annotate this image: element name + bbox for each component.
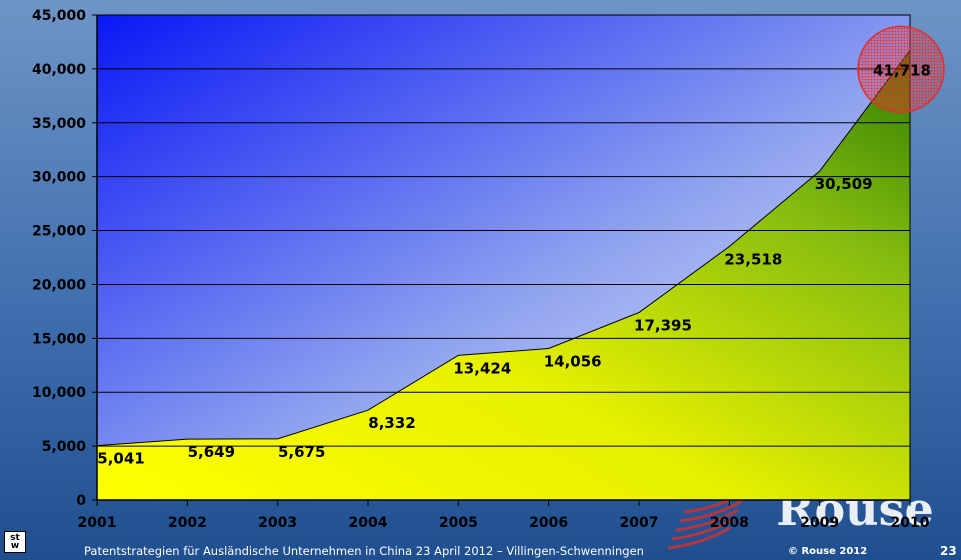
y-tick-label: 30,000 (32, 170, 86, 186)
badge-bottom-text: w (10, 541, 20, 551)
data-label: 5,675 (278, 443, 325, 461)
series-line (96, 50, 911, 447)
data-label: 5,649 (188, 443, 235, 461)
stw-logo-badge: st w (4, 531, 26, 553)
area-fill (97, 50, 910, 500)
x-tick-label: 2003 (258, 515, 297, 531)
logo-swoosh-stroke (671, 517, 735, 541)
data-label: 30,509 (815, 175, 873, 193)
y-tick-label: 35,000 (32, 116, 86, 132)
data-label: 23,518 (724, 251, 782, 269)
x-tick-label: 2010 (891, 515, 930, 531)
highlight-data-label: 41,718 (873, 61, 931, 79)
y-tick-label: 10,000 (32, 385, 86, 401)
logo-swoosh-stroke (679, 499, 743, 523)
data-label: 8,332 (368, 414, 415, 432)
badge-top-text: st (10, 533, 20, 543)
data-label: 13,424 (453, 359, 511, 377)
data-label: 5,041 (97, 450, 144, 468)
footer-copyright: © Rouse 2012 (788, 546, 868, 557)
footer-page-number: 23 (940, 544, 957, 558)
y-tick-label: 40,000 (32, 62, 86, 78)
y-tick-label: 15,000 (32, 331, 86, 347)
x-tick-label: 2006 (529, 515, 568, 531)
y-tick-label: 20,000 (32, 277, 86, 293)
data-label: 17,395 (634, 317, 692, 335)
x-tick-label: 2009 (800, 515, 839, 531)
x-tick-label: 2002 (168, 515, 207, 531)
footer-caption: Patentstrategien für Ausländische Untern… (84, 544, 644, 558)
data-label: 14,056 (544, 353, 602, 371)
logo-swoosh-stroke (667, 526, 731, 550)
logo-swoosh-stroke (675, 508, 739, 532)
y-tick-label: 45,000 (32, 8, 86, 24)
highlight-circle (857, 25, 945, 114)
x-tick-label: 2008 (710, 515, 749, 531)
x-tick-label: 2007 (620, 515, 659, 531)
y-tick-label: 0 (76, 493, 86, 509)
y-tick-label: 5,000 (42, 439, 87, 455)
y-tick-label: 25,000 (32, 224, 86, 240)
x-tick-label: 2004 (349, 515, 388, 531)
x-tick-label: 2001 (78, 515, 117, 531)
x-tick-label: 2005 (439, 515, 478, 531)
